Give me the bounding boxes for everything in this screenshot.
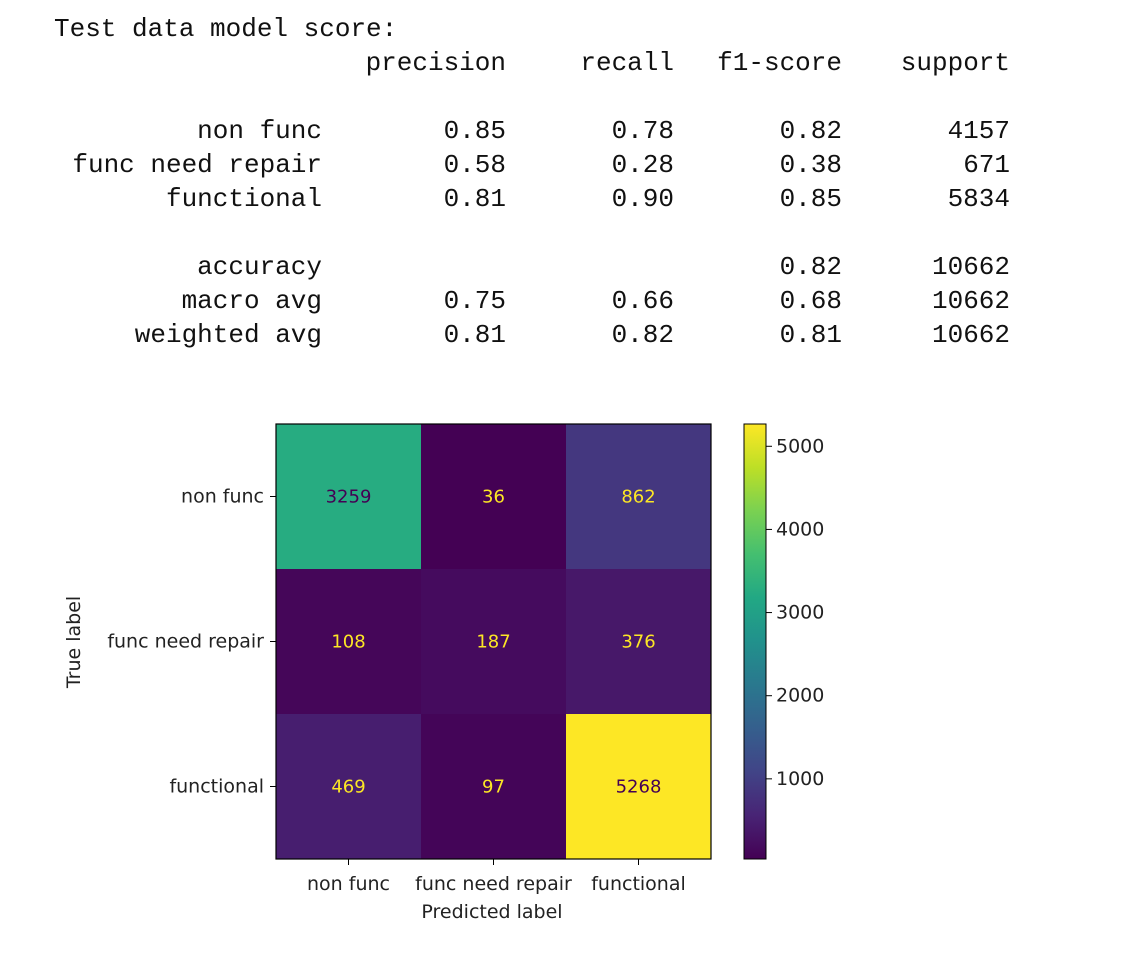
column-header-precision: precision	[365, 48, 506, 78]
heatmap-cell	[566, 424, 712, 570]
cell-f1-score: 0.81	[779, 320, 842, 350]
report-title: Test data model score:	[54, 14, 398, 44]
cell-value-label: 469	[331, 777, 365, 798]
row-label: func need repair	[72, 150, 322, 180]
y-tick-label: functional	[169, 776, 264, 798]
cell-recall: 0.66	[611, 286, 674, 316]
cell-f1-score: 0.38	[779, 150, 842, 180]
cell-value-label: 3259	[326, 487, 372, 508]
x-tick-label: non func	[307, 873, 390, 895]
column-header-f1-score: f1-score	[717, 48, 842, 78]
cell-value-label: 187	[476, 632, 510, 653]
y-axis-ticks: non func func need repair functional	[107, 486, 276, 798]
heatmap-cells	[276, 424, 712, 860]
cell-support: 10662	[931, 252, 1010, 282]
row-label: functional	[165, 184, 322, 214]
cell-precision: 0.75	[443, 286, 506, 316]
cell-support: 10662	[931, 286, 1010, 316]
row-label: non func	[197, 116, 322, 146]
x-tick-label: functional	[591, 873, 686, 895]
cell-support: 10662	[931, 320, 1010, 350]
y-tick-label: func need repair	[107, 631, 264, 653]
heatmap-cell	[566, 569, 712, 715]
cell-f1-score: 0.82	[779, 116, 842, 146]
colorbar-tick-label: 4000	[776, 518, 824, 540]
colorbar-tick-label: 2000	[776, 685, 824, 707]
summary-label: accuracy	[197, 252, 322, 282]
y-tick-label: non func	[181, 486, 264, 508]
cell-f1-score: 0.68	[779, 286, 842, 316]
heatmap-cell	[421, 424, 567, 570]
cell-recall: 0.28	[611, 150, 674, 180]
cell-annotations: 3259 36 862 108 187 376 469 97 5268	[326, 487, 662, 798]
cell-recall: 0.78	[611, 116, 674, 146]
colorbar-ticks: 1000 2000 3000 4000 5000	[766, 435, 824, 790]
colorbar-tick-label: 5000	[776, 435, 824, 457]
cell-value-label: 108	[331, 632, 365, 653]
y-axis-label: True label	[63, 596, 85, 689]
cell-value-label: 97	[482, 777, 505, 798]
cell-value-label: 5268	[616, 777, 662, 798]
classification-report: Test data model score: precision recall …	[0, 0, 1142, 360]
cell-support: 5834	[947, 184, 1010, 214]
heatmap-cell	[421, 714, 567, 860]
cell-precision: 0.81	[443, 320, 506, 350]
cell-value-label: 36	[482, 487, 505, 508]
column-header-recall: recall	[580, 48, 674, 78]
confusion-matrix-chart: 3259 36 862 108 187 376 469 97 5268 non func func…	[63, 423, 824, 923]
colorbar-tick-label: 1000	[776, 768, 824, 790]
summary-label: weighted avg	[134, 320, 322, 350]
summary-label: macro avg	[181, 286, 322, 316]
cell-support: 4157	[947, 116, 1010, 146]
cell-recall: 0.90	[611, 184, 674, 214]
colorbar-tick-label: 3000	[776, 602, 824, 624]
cell-f1-score: 0.85	[779, 184, 842, 214]
heatmap-cell	[276, 714, 422, 860]
column-header-support: support	[900, 48, 1010, 78]
heatmap-cell	[276, 569, 422, 715]
x-axis-label: Predicted label	[421, 901, 562, 923]
cell-precision: 0.85	[443, 116, 506, 146]
cell-support: 671	[963, 150, 1010, 180]
cell-precision: 0.58	[443, 150, 506, 180]
cell-precision: 0.81	[443, 184, 506, 214]
cell-value-label: 376	[621, 632, 655, 653]
cell-value-label: 862	[621, 487, 655, 508]
heatmap-cell	[566, 714, 712, 860]
x-axis-ticks: non func func need repair functional	[307, 859, 686, 895]
cell-recall: 0.82	[611, 320, 674, 350]
colorbar	[743, 423, 767, 860]
x-tick-label: func need repair	[415, 873, 572, 895]
cell-f1-score: 0.82	[779, 252, 842, 282]
heatmap-cell	[276, 424, 422, 570]
heatmap-cell	[421, 569, 567, 715]
